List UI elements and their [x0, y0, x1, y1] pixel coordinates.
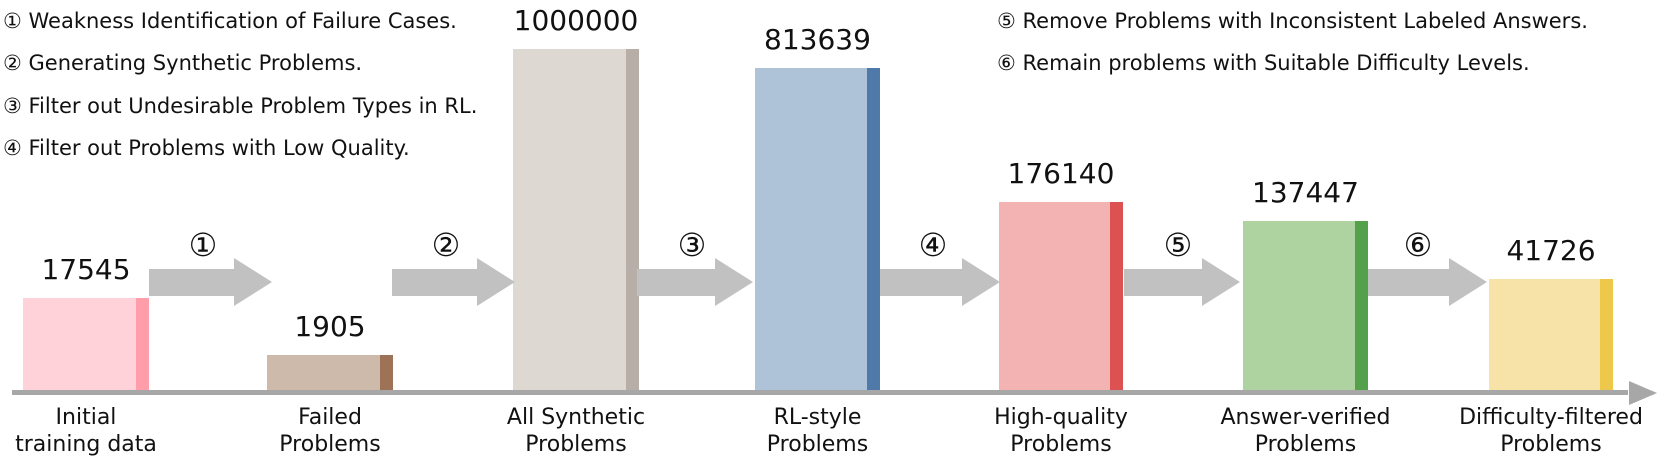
legend-item-1: ① Weakness Identification of Failure Cas…: [3, 9, 457, 33]
bar-label-line: training data: [15, 432, 157, 457]
step-arrow-3-head-icon: [715, 258, 753, 306]
step-arrow-2: [392, 269, 477, 296]
step-arrow-4-head-icon: [962, 258, 1000, 306]
bar-label-line: Answer-verified: [1220, 405, 1391, 430]
bar-answer-verified-problems-value: 137447: [1252, 176, 1359, 209]
bar-difficulty-filtered-problems: [1489, 279, 1600, 391]
bar-high-quality-problems: [999, 202, 1110, 391]
step-number-6: ⑥: [1403, 226, 1433, 264]
step-arrow-3: [637, 269, 715, 296]
bar-high-quality-problems-value: 176140: [1007, 157, 1115, 190]
bar-answer-verified-problems: [1243, 221, 1355, 391]
bar-difficulty-filtered-problems-value: 41726: [1506, 234, 1596, 267]
bar-rl-style-problems: [755, 68, 867, 391]
bar-initial-training-data-value: 17545: [41, 253, 131, 286]
step-number-5: ⑤: [1163, 226, 1193, 264]
step-arrow-1: [149, 269, 234, 296]
bar-answer-verified-problems-label: Answer-verified Problems: [1146, 404, 1466, 458]
legend-item-3: ③ Filter out Undesirable Problem Types i…: [3, 94, 478, 118]
bar-label-line: Problems: [1254, 432, 1357, 457]
bar-initial-training-data: [23, 298, 136, 391]
bar-rl-style-problems-edge: [867, 68, 880, 391]
legend-item-6: ⑥ Remain problems with Suitable Difficul…: [997, 51, 1530, 75]
step-number-3: ③: [677, 226, 707, 264]
bar-rl-style-problems-label: RL-style Problems: [658, 404, 978, 458]
bar-all-synthetic-problems-edge: [626, 49, 639, 391]
bar-label-line: Problems: [525, 432, 627, 457]
legend-item-5: ⑤ Remove Problems with Inconsistent Labe…: [997, 9, 1588, 33]
bar-rl-style-problems-value: 813639: [764, 23, 871, 56]
step-arrow-6: [1368, 269, 1449, 296]
bar-label-line: Problems: [1010, 432, 1112, 457]
bar-failed-problems-value: 1905: [294, 310, 366, 343]
bar-answer-verified-problems-edge: [1355, 221, 1368, 391]
step-arrow-1-head-icon: [234, 258, 272, 306]
bar-failed-problems-edge: [380, 355, 393, 391]
bar-initial-training-data-edge: [136, 298, 149, 391]
bar-high-quality-problems-edge: [1110, 202, 1123, 391]
bar-label-line: All Synthetic: [506, 405, 646, 430]
bar-label-line: Failed: [298, 405, 362, 430]
step-number-2: ②: [431, 226, 461, 264]
bar-label-line: Problems: [279, 432, 381, 457]
bar-label-line: High-quality: [994, 405, 1128, 430]
legend-item-2: ② Generating Synthetic Problems.: [3, 51, 363, 75]
step-arrow-5: [1124, 269, 1202, 296]
step-arrow-5-head-icon: [1202, 258, 1240, 306]
bar-label-line: Difficulty-filtered: [1459, 405, 1643, 430]
step-arrow-4: [880, 269, 962, 296]
x-axis-arrow-icon: [1629, 380, 1657, 405]
x-axis-line: [12, 390, 1628, 395]
bar-failed-problems-label: Failed Problems: [170, 404, 490, 458]
step-number-4: ④: [918, 226, 948, 264]
bar-all-synthetic-problems-label: All Synthetic Problems: [416, 404, 736, 458]
bar-initial-training-data-label: Initial training data: [0, 404, 246, 458]
step-arrow-6-head-icon: [1449, 258, 1487, 306]
bar-all-synthetic-problems-value: 1000000: [513, 4, 639, 37]
bar-label-line: Initial: [55, 405, 117, 430]
bar-high-quality-problems-label: High-quality Problems: [901, 404, 1221, 458]
bar-label-line: RL-style: [773, 405, 862, 430]
step-arrow-2-head-icon: [477, 258, 515, 306]
bar-label-line: Problems: [1500, 432, 1602, 457]
bar-failed-problems: [267, 355, 380, 391]
step-number-1: ①: [188, 226, 218, 264]
bar-label-line: Problems: [766, 432, 869, 457]
bar-difficulty-filtered-problems-label: Difficulty-filtered Problems: [1391, 404, 1661, 458]
legend-item-4: ④ Filter out Problems with Low Quality.: [3, 136, 410, 160]
bar-difficulty-filtered-problems-edge: [1600, 279, 1613, 391]
bar-all-synthetic-problems: [513, 49, 626, 391]
